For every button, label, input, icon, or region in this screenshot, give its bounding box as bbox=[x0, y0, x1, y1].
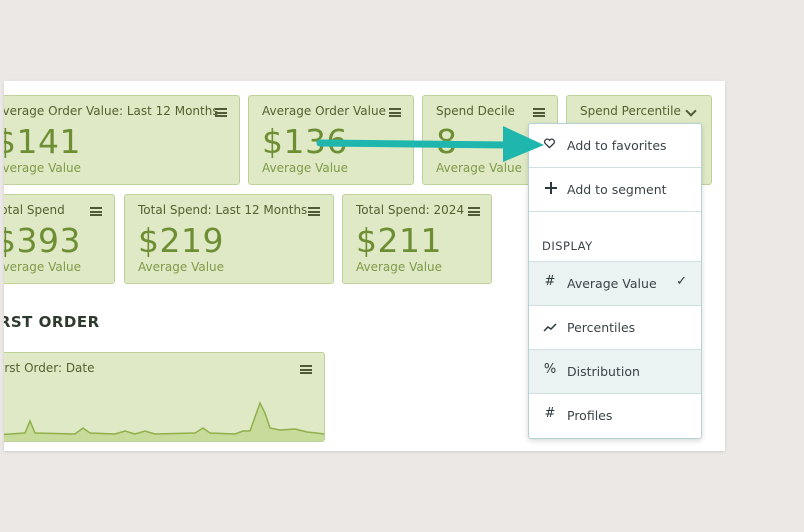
chevron-down-icon[interactable] bbox=[685, 105, 697, 117]
add-to-favorites-item[interactable]: Add to favorites bbox=[529, 124, 701, 168]
sparkline-chart bbox=[4, 401, 324, 441]
profiles-label: Profiles bbox=[567, 408, 613, 423]
heart-icon bbox=[544, 138, 555, 149]
display-average-value-item[interactable]: # Average Value ✓ bbox=[529, 262, 701, 306]
card-aov-12m[interactable]: Average Order Value: Last 12 Months $141… bbox=[4, 95, 240, 185]
card-first-order-date[interactable]: First Order: Date bbox=[4, 352, 325, 442]
card-title: Spend Percentile bbox=[580, 104, 681, 118]
card-title: Average Order Value bbox=[262, 104, 386, 118]
card-total-spend-12m[interactable]: Total Spend: Last 12 Months $219 Average… bbox=[124, 194, 334, 284]
card-value: $136 bbox=[262, 122, 348, 161]
card-value: $141 bbox=[4, 122, 81, 161]
add-to-favorites-label: Add to favorites bbox=[567, 138, 667, 153]
display-percentiles-item[interactable]: Percentiles bbox=[529, 306, 701, 350]
card-title: Total Spend: Last 12 Months bbox=[138, 203, 308, 217]
display-header-label: DISPLAY bbox=[542, 239, 593, 253]
card-total-spend-2024[interactable]: Total Spend: 2024 $211 Average Value bbox=[342, 194, 492, 284]
card-aov[interactable]: Average Order Value $136 Average Value bbox=[248, 95, 414, 185]
card-subtitle: Average Value bbox=[356, 260, 443, 274]
menu-icon[interactable] bbox=[389, 108, 401, 117]
display-profiles-item[interactable]: # Profiles bbox=[529, 394, 701, 438]
card-subtitle: Average Value bbox=[138, 260, 225, 274]
check-icon: ✓ bbox=[676, 274, 687, 289]
add-to-segment-item[interactable]: Add to segment bbox=[529, 168, 701, 212]
card-title: Average Order Value: Last 12 Months bbox=[4, 104, 219, 118]
card-subtitle: Average Value bbox=[4, 260, 82, 274]
card-title: First Order: Date bbox=[4, 361, 95, 375]
card-title: Total Spend: 2024 bbox=[356, 203, 465, 217]
hash-icon: # bbox=[544, 274, 556, 289]
menu-icon[interactable] bbox=[215, 108, 227, 117]
trend-icon bbox=[543, 323, 557, 332]
card-title: Spend Decile bbox=[436, 104, 515, 118]
menu-icon[interactable] bbox=[90, 207, 102, 216]
card-subtitle: Average Value bbox=[4, 161, 82, 175]
display-distribution-item[interactable]: % Distribution bbox=[529, 350, 701, 394]
menu-icon[interactable] bbox=[300, 365, 312, 374]
display-section-header: DISPLAY bbox=[529, 212, 701, 262]
menu-icon[interactable] bbox=[468, 207, 480, 216]
percentiles-label: Percentiles bbox=[567, 320, 636, 335]
section-title-text: FIRST ORDER bbox=[4, 313, 100, 331]
card-value: $219 bbox=[138, 221, 224, 260]
card-value: $393 bbox=[4, 221, 81, 260]
percent-icon: % bbox=[543, 362, 557, 377]
card-subtitle: Average Value bbox=[436, 161, 523, 175]
plus-icon bbox=[545, 182, 557, 194]
card-subtitle: Average Value bbox=[262, 161, 349, 175]
add-to-segment-label: Add to segment bbox=[567, 182, 667, 197]
card-value: $211 bbox=[356, 221, 442, 260]
menu-icon[interactable] bbox=[533, 108, 545, 117]
card-total-spend[interactable]: Total Spend $393 Average Value bbox=[4, 194, 115, 284]
card-value: 8 bbox=[436, 122, 458, 161]
menu-icon[interactable] bbox=[308, 207, 320, 216]
section-title: FIRST ORDER bbox=[4, 313, 100, 331]
display-dropdown-menu: Add to favorites Add to segment DISPLAY … bbox=[528, 123, 702, 439]
distribution-label: Distribution bbox=[567, 364, 640, 379]
card-title: Total Spend bbox=[4, 203, 65, 217]
hash-icon: # bbox=[544, 406, 556, 421]
average-value-label: Average Value bbox=[567, 276, 657, 291]
